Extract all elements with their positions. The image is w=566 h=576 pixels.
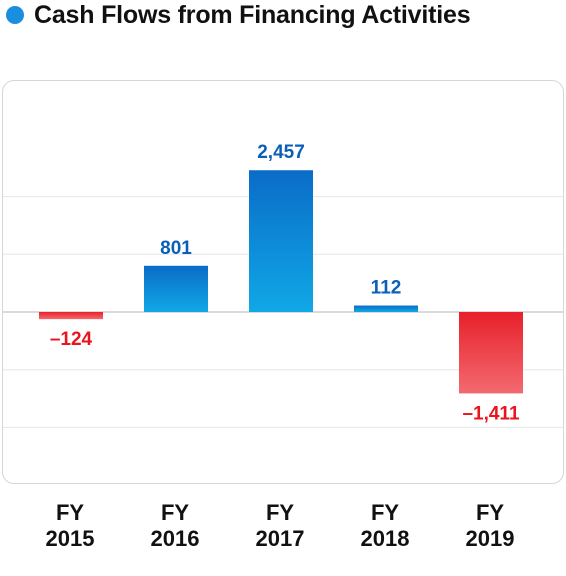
x-tick-label-line: 2015 [45,526,95,551]
bar-fy-2018 [354,305,418,312]
x-tick-label-line: FY [160,500,190,525]
x-tick-label-line: FY [55,500,85,525]
bar-fy-2016 [144,265,208,312]
bar-fy-2017 [249,170,313,312]
x-tick-label: FY 2015 [15,500,125,552]
x-tick-label: FY 2017 [225,500,335,552]
x-tick-label: FY 2016 [120,500,230,552]
x-tick-label-line: 2016 [150,526,200,551]
bar-value-label: –124 [50,329,93,350]
chart-title: Cash Flows from Financing Activities [34,0,471,29]
x-tick-label: FY 2018 [330,500,440,552]
chart-plot-area: –124 801 2,457 112 –1,411 [2,80,564,484]
x-axis-labels: FY 2015 FY 2016 FY 2017 FY 2018 FY 2019 [0,500,566,570]
bar-chart: –124 801 2,457 112 –1,411 [3,142,563,428]
x-tick-label-line: FY [475,500,505,525]
x-tick-label-line: FY [265,500,295,525]
bar-value-label: –1,411 [462,403,519,424]
x-tick-label: FY 2019 [435,500,545,552]
x-tick-label-line: FY [370,500,400,525]
title-bullet-icon [6,6,24,24]
chart-title-row: Cash Flows from Financing Activities [6,0,471,30]
bar-value-label: 2,457 [257,142,305,163]
bar-value-label: 112 [371,278,402,299]
bar-fy-2015 [39,312,103,320]
x-tick-label-line: 2018 [360,526,410,551]
x-tick-label-line: 2017 [255,526,305,551]
x-tick-label-line: 2019 [465,526,515,551]
bar-value-label: 801 [160,238,192,259]
bar-fy-2019 [459,312,523,394]
